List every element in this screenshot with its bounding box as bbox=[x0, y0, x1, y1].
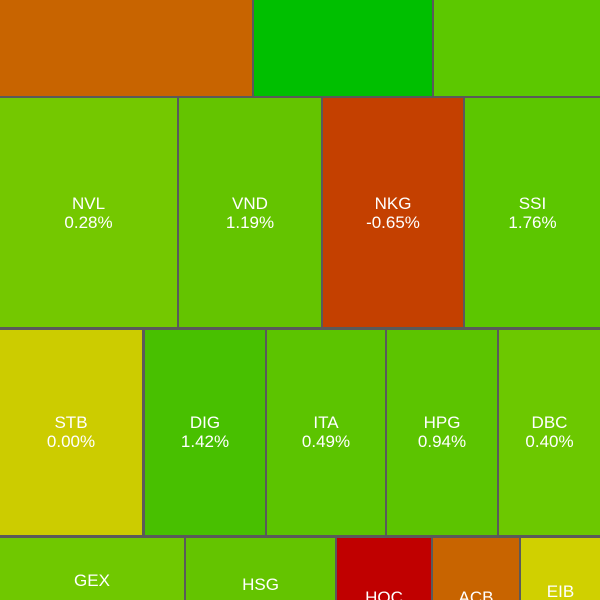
ticker-label: DBC bbox=[531, 413, 568, 432]
ticker-label: SSI bbox=[518, 194, 547, 213]
change-label: 1.19% bbox=[225, 213, 275, 232]
tile[interactable]: HSG bbox=[186, 538, 335, 600]
change-label: 0.49% bbox=[301, 432, 351, 451]
ticker-label: ITA bbox=[313, 413, 339, 432]
ticker-label: NVL bbox=[71, 194, 106, 213]
tile[interactable]: STB 0.00% bbox=[0, 330, 142, 535]
tile[interactable]: DIG 1.42% bbox=[145, 330, 265, 535]
ticker-label: EIB bbox=[546, 582, 575, 600]
ticker-label: HSG bbox=[242, 575, 279, 594]
change-label: 1.76% bbox=[508, 213, 557, 232]
tile[interactable]: HOC bbox=[337, 538, 431, 600]
tile[interactable]: ITA 0.49% bbox=[267, 330, 385, 535]
tile[interactable]: VND 1.19% bbox=[179, 98, 321, 327]
ticker-label: DIG bbox=[189, 413, 221, 432]
ticker-label: ACB bbox=[458, 588, 494, 600]
change-label: 0.28% bbox=[64, 213, 113, 232]
tile[interactable]: NKG -0.65% bbox=[323, 98, 463, 327]
tile[interactable]: ACB bbox=[433, 538, 519, 600]
change-label: 1.42% bbox=[180, 432, 230, 451]
tile[interactable]: DBC 0.40% bbox=[499, 330, 600, 535]
ticker-label: HPG bbox=[423, 413, 461, 432]
tile[interactable]: SSI 1.76% bbox=[465, 98, 600, 327]
tile[interactable]: NVL 0.28% bbox=[0, 98, 177, 327]
change-label: 0.00% bbox=[46, 432, 96, 451]
ticker-label: VND bbox=[232, 194, 268, 213]
change-label: 0.94% bbox=[417, 432, 467, 451]
change-label: -0.65% bbox=[366, 213, 420, 232]
tile[interactable]: GEX bbox=[0, 538, 184, 600]
ticker-label: NKG bbox=[374, 194, 412, 213]
tile[interactable]: EIB bbox=[521, 538, 600, 600]
tile[interactable]: HPG 0.94% bbox=[387, 330, 497, 535]
change-label: 0.40% bbox=[525, 432, 574, 451]
ticker-label: STB bbox=[54, 413, 88, 432]
tile[interactable] bbox=[254, 0, 432, 96]
ticker-label: GEX bbox=[74, 571, 110, 590]
ticker-label: HOC bbox=[365, 588, 403, 600]
tile[interactable] bbox=[0, 0, 252, 96]
tile[interactable] bbox=[434, 0, 600, 96]
